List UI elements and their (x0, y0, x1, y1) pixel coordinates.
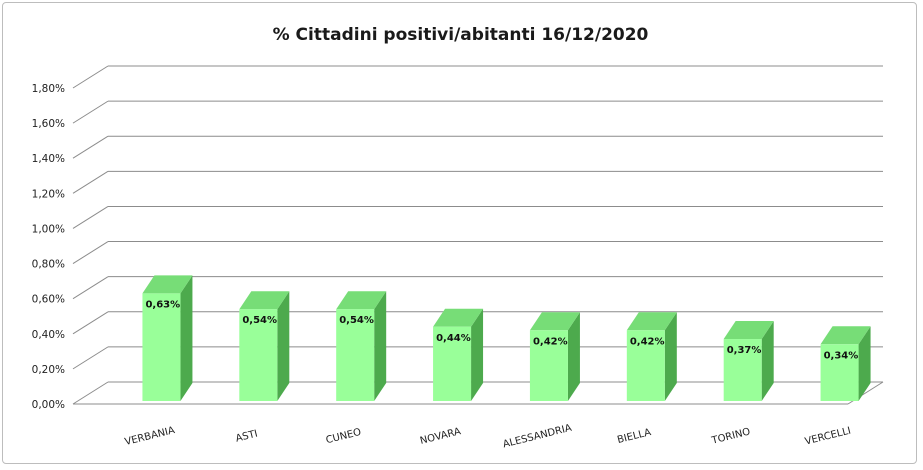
gridline-side (72, 135, 109, 159)
y-tick-label: 1,20% (32, 188, 65, 200)
gridline-side (72, 381, 109, 405)
gridline-side (72, 170, 109, 194)
x-tick-label: ALESSANDRIA (502, 423, 573, 451)
gridline-side (72, 100, 109, 124)
bar-side (277, 291, 290, 401)
bar-side (374, 291, 387, 401)
bar-top (239, 291, 290, 310)
bar-top (142, 275, 193, 294)
y-tick-label: 0,40% (32, 329, 65, 341)
x-tick-label: BIELLA (616, 427, 652, 446)
x-tick-label: CUNEO (325, 427, 363, 446)
x-tick-label: TORINO (710, 426, 752, 446)
bar-side (471, 308, 484, 401)
gridline-side (72, 65, 109, 89)
y-tick-label: 1,60% (32, 118, 65, 130)
data-label: 0,42% (533, 336, 568, 347)
bar-side (761, 321, 774, 401)
bar-side (858, 326, 871, 401)
gridline-side (72, 346, 109, 370)
gridline-side (72, 206, 109, 229)
data-label: 0,54% (339, 315, 374, 326)
bar (142, 293, 181, 401)
y-tick-label: 1,40% (32, 153, 65, 165)
data-label: 0,54% (242, 315, 277, 326)
chart-title: % Cittadini positivi/abitanti 16/12/2020 (272, 25, 649, 45)
bar (529, 330, 568, 401)
bar-top (336, 291, 387, 310)
chart-frame: % Cittadini positivi/abitanti 16/12/2020… (2, 2, 917, 464)
bar-top (820, 326, 871, 345)
bar-side (567, 312, 580, 401)
y-tick-label: 0,80% (32, 259, 65, 271)
bar-top (723, 321, 774, 340)
y-tick-label: 1,80% (32, 83, 65, 95)
data-label: 0,34% (824, 350, 859, 361)
bar-top (529, 312, 580, 331)
data-label: 0,44% (436, 333, 471, 344)
data-label: 0,63% (145, 299, 180, 310)
x-tick-label: VERBANIA (124, 425, 176, 448)
bar-top (433, 308, 484, 327)
y-tick-label: 0,60% (32, 294, 65, 306)
bar-chart: 0,00% 0,20% 0,40% 0,60% 0,80% 1,00% 1,20% 1,40%… (32, 65, 884, 451)
bar-top (626, 312, 677, 331)
bar-side (180, 275, 193, 401)
gridline-side (72, 311, 109, 335)
data-label: 0,42% (630, 336, 665, 347)
bar (626, 330, 665, 401)
bar (723, 339, 762, 401)
gridline-side (72, 241, 109, 264)
bar-side (664, 312, 677, 401)
bar (433, 326, 472, 401)
x-tick-label: ASTI (235, 429, 259, 445)
gridline-side (72, 276, 109, 300)
y-tick-label: 0,00% (32, 399, 65, 411)
x-tick-label: VERCELLI (804, 426, 852, 448)
bar (336, 309, 375, 401)
x-tick-label: NOVARA (419, 426, 462, 447)
data-label: 0,37% (727, 345, 762, 356)
y-tick-label: 1,00% (32, 223, 65, 235)
y-tick-label: 0,20% (32, 364, 65, 376)
bar (820, 344, 859, 401)
bar (239, 309, 278, 401)
